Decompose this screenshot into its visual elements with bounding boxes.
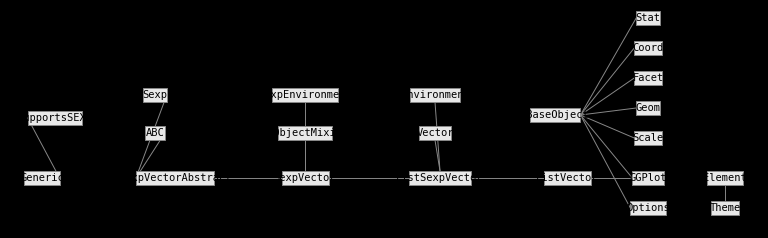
FancyBboxPatch shape bbox=[25, 171, 60, 185]
FancyBboxPatch shape bbox=[409, 88, 461, 102]
Text: Scale: Scale bbox=[632, 133, 664, 143]
FancyBboxPatch shape bbox=[272, 88, 338, 102]
Text: ABC: ABC bbox=[146, 128, 164, 138]
Text: SexpVectorAbstract: SexpVectorAbstract bbox=[119, 173, 231, 183]
FancyBboxPatch shape bbox=[419, 126, 451, 140]
FancyBboxPatch shape bbox=[277, 126, 333, 140]
Text: GBaseObject: GBaseObject bbox=[521, 110, 589, 120]
FancyBboxPatch shape bbox=[28, 111, 82, 125]
Text: Theme: Theme bbox=[710, 203, 740, 213]
Text: Options: Options bbox=[626, 203, 670, 213]
Text: SupportsSEXP: SupportsSEXP bbox=[18, 113, 92, 123]
FancyBboxPatch shape bbox=[631, 201, 666, 215]
FancyBboxPatch shape bbox=[636, 11, 660, 25]
Text: Element: Element bbox=[703, 173, 746, 183]
Text: RObjectMixin: RObjectMixin bbox=[267, 128, 343, 138]
FancyBboxPatch shape bbox=[634, 41, 662, 55]
FancyBboxPatch shape bbox=[143, 88, 167, 102]
Text: ListVector: ListVector bbox=[536, 173, 598, 183]
FancyBboxPatch shape bbox=[530, 108, 581, 122]
Text: Coord: Coord bbox=[632, 43, 664, 53]
Text: Sexp: Sexp bbox=[143, 90, 167, 100]
Text: SexpEnvironment: SexpEnvironment bbox=[258, 90, 352, 100]
FancyBboxPatch shape bbox=[711, 201, 739, 215]
Text: Environment: Environment bbox=[401, 90, 469, 100]
FancyBboxPatch shape bbox=[544, 171, 591, 185]
Text: SexpVector: SexpVector bbox=[273, 173, 336, 183]
FancyBboxPatch shape bbox=[634, 131, 662, 145]
FancyBboxPatch shape bbox=[282, 171, 329, 185]
FancyBboxPatch shape bbox=[136, 171, 214, 185]
FancyBboxPatch shape bbox=[145, 126, 165, 140]
FancyBboxPatch shape bbox=[636, 101, 660, 115]
FancyBboxPatch shape bbox=[409, 171, 472, 185]
Text: Stat: Stat bbox=[635, 13, 660, 23]
FancyBboxPatch shape bbox=[634, 71, 662, 85]
FancyBboxPatch shape bbox=[707, 171, 743, 185]
Text: GGPlot: GGPlot bbox=[629, 173, 667, 183]
Text: Geom: Geom bbox=[635, 103, 660, 113]
FancyBboxPatch shape bbox=[632, 171, 664, 185]
Text: ListSexpVector: ListSexpVector bbox=[396, 173, 484, 183]
Text: Vector: Vector bbox=[416, 128, 454, 138]
Text: Generic: Generic bbox=[20, 173, 64, 183]
Text: Facet: Facet bbox=[632, 73, 664, 83]
